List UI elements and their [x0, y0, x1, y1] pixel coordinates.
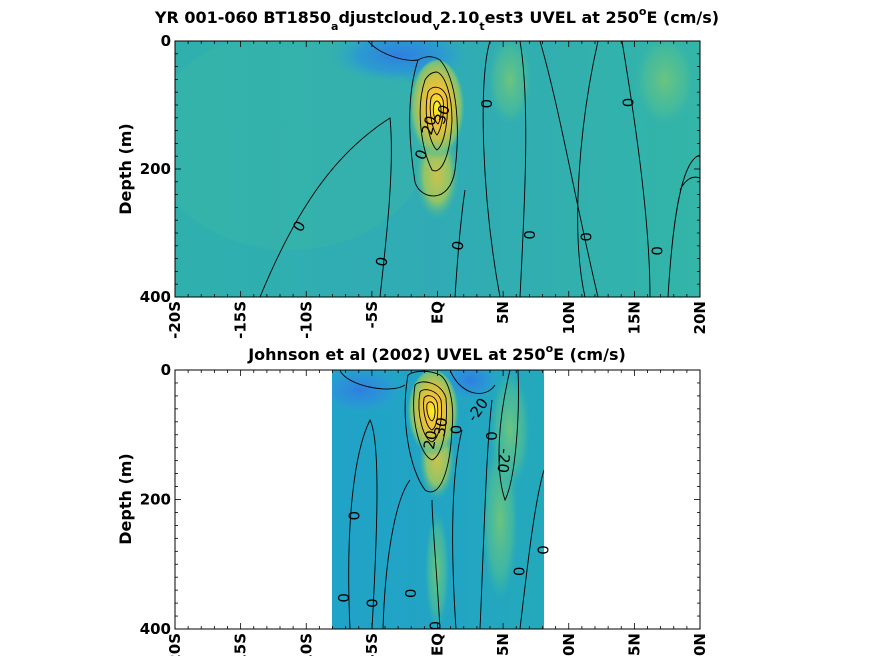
panel-1-x-ticks: -20S -15S -10S -5S EQ 5N 10N 15N 20N: [166, 41, 709, 339]
contour-label: 0: [335, 593, 353, 603]
panel-1-title: YR 001-060 BT1850adjustcloudv2.10test3 U…: [154, 5, 719, 33]
x-tick-label: -10S: [297, 633, 315, 656]
y-tick-label: 0: [161, 32, 171, 50]
y-tick-label: 200: [140, 160, 171, 178]
panel-2: Johnson et al (2002) UVEL at 250oE (cm/s…: [116, 342, 709, 656]
contour-label: 0: [483, 431, 501, 441]
panel-2-contours: [339, 370, 544, 629]
contour-label: 0: [534, 545, 552, 555]
x-tick-label: -20S: [166, 301, 184, 339]
panel-1: YR 001-060 BT1850adjustcloudv2.10test3 U…: [116, 5, 719, 339]
contour-label: 0: [578, 232, 596, 242]
x-tick-label: 15N: [625, 633, 643, 656]
contour-label: 0: [372, 255, 391, 268]
x-tick-label: 20N: [691, 301, 709, 334]
x-tick-label: -10S: [297, 301, 315, 339]
x-tick-label: -15S: [232, 301, 250, 339]
panel-1-contours: [259, 41, 700, 297]
y-tick-label: 400: [140, 620, 171, 638]
panel-2-title: Johnson et al (2002) UVEL at 250oE (cm/s…: [247, 342, 626, 364]
contour-label: 20: [418, 114, 440, 137]
contour-label: 0: [521, 230, 539, 240]
x-tick-label: 5N: [494, 301, 512, 324]
x-tick-label: -5S: [363, 633, 381, 656]
contour-label: 0: [478, 99, 496, 109]
panel-2-ylabel: Depth (m): [116, 453, 135, 545]
x-tick-label: 10N: [560, 633, 578, 656]
contour-label: 0: [345, 511, 363, 521]
x-tick-label: 15N: [625, 301, 643, 334]
y-tick-label: 200: [140, 491, 171, 509]
x-tick-label: -15S: [232, 633, 250, 656]
x-tick-label: 5N: [494, 633, 512, 656]
contour-label: 0: [364, 598, 382, 608]
contour-label: 0: [448, 425, 466, 435]
y-tick-label: 0: [161, 361, 171, 379]
panel-2-x-ticks: -20S -15S -10S -5S EQ 5N 10N 15N 20N: [166, 370, 709, 656]
contour-label: 0: [427, 621, 445, 631]
y-tick-label: 400: [140, 288, 171, 306]
x-tick-label: 10N: [560, 301, 578, 334]
x-tick-label: -20S: [166, 633, 184, 656]
contour-label: 30: [431, 102, 454, 126]
panel-1-ylabel: Depth (m): [116, 123, 135, 215]
contour-label: -20: [494, 448, 514, 474]
contour-label: 20: [420, 429, 441, 451]
contour-label: 0: [402, 589, 420, 599]
contour-label: 0: [511, 567, 529, 577]
panel-2-field: [332, 370, 544, 629]
x-tick-label: 20N: [691, 633, 709, 656]
x-tick-label: EQ: [429, 633, 447, 656]
x-tick-label: -5S: [363, 301, 381, 328]
contour-label: 0: [448, 239, 467, 252]
contour-label: 0: [649, 246, 667, 256]
contour-label: 0: [620, 98, 638, 108]
x-tick-label: EQ: [429, 301, 447, 324]
panel-1-field: [175, 41, 700, 297]
contour-label: 30: [430, 416, 451, 438]
